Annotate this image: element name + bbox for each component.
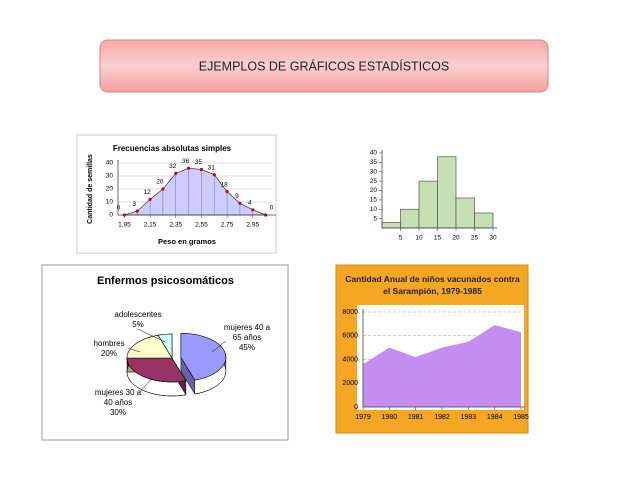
x-tick-label: 2,55: [195, 222, 208, 229]
y-tick-label: 40: [106, 160, 114, 167]
y-tick-label: 30: [106, 173, 114, 180]
slice-label: mujeres 30 a 40 años 30%: [93, 388, 143, 418]
bar: [418, 180, 438, 229]
x-tick-label: 2,95: [246, 222, 259, 229]
y-tick-label: 25: [370, 178, 378, 185]
x-tick-label: 10: [415, 235, 423, 242]
leader-line: [137, 328, 166, 343]
slice-value: 5%: [132, 320, 144, 329]
x-tick-label: 1984: [487, 414, 503, 421]
x-tick-label: 1980: [382, 414, 398, 421]
y-tick-label: 15: [370, 197, 378, 204]
bar: [474, 212, 494, 229]
x-tick-label: 5: [399, 235, 403, 242]
data-label: 32: [169, 163, 177, 170]
x-tick-label: 2,75: [221, 222, 234, 229]
slice: [180, 332, 227, 381]
bar: [455, 197, 475, 229]
data-label: 18: [220, 181, 228, 188]
slice: [157, 333, 173, 360]
slice: [126, 357, 187, 383]
slice-label: hombres 20%: [88, 339, 130, 359]
slice-label: adolescentes 5%: [108, 310, 168, 330]
x-tick-label: 20: [452, 235, 460, 242]
slide-title: EJEMPLOS DE GRÁFICOS ESTADÍSTICOS: [199, 58, 450, 73]
y-tick-label: 8000: [342, 309, 358, 316]
y-tick-label: 10: [106, 199, 114, 206]
x-tick-label: 1982: [434, 414, 450, 421]
slice-name: mujeres 30 a 40 años: [94, 388, 142, 407]
x-tick-label: 1985: [513, 414, 529, 421]
chart-title: Cantidad Anual de niños vacunados contra…: [345, 274, 520, 296]
point: [135, 209, 139, 213]
point: [199, 167, 204, 172]
data-label: 0: [270, 205, 274, 212]
y-tick-label: 30: [370, 168, 378, 175]
y-tick-label: 40: [370, 150, 378, 157]
point: [212, 173, 216, 177]
point: [251, 208, 255, 212]
slice-value: 20%: [100, 349, 117, 358]
bar: [381, 222, 401, 229]
slice-name: hombres: [93, 339, 125, 348]
data-label: 0: [117, 205, 121, 212]
leader-line: [139, 377, 153, 393]
slice-name: adolescentes: [114, 310, 162, 319]
y-tick-label: 0: [354, 404, 358, 411]
bar: [400, 208, 420, 229]
chart-title: Frecuencias absolutas simples: [113, 144, 232, 153]
x-tick-label: 1,95: [118, 222, 131, 229]
slice: [126, 334, 173, 359]
leader-line: [211, 340, 227, 353]
point: [225, 190, 229, 194]
leader-line: [127, 347, 141, 353]
area: [363, 325, 521, 407]
y-tick-label: 2000: [342, 380, 358, 387]
data-label: 12: [143, 189, 151, 196]
y-tick-label: 0: [109, 212, 113, 219]
data-label: 35: [195, 159, 203, 166]
title-banner: [99, 39, 549, 93]
point: [238, 201, 242, 205]
y-tick-label: 20: [370, 187, 378, 194]
slice-value: 45%: [238, 343, 255, 352]
x-axis-label: Peso en gramos: [158, 237, 216, 246]
point: [161, 187, 165, 191]
point: [174, 171, 178, 175]
x-tick-label: 25: [471, 235, 479, 242]
data-label: 20: [156, 179, 164, 186]
x-tick-label: 1983: [461, 414, 477, 421]
slice-name: mujeres 40 a 65 años: [223, 323, 271, 342]
y-tick-label: 5: [373, 215, 377, 222]
bar: [437, 156, 457, 229]
y-tick-label: 4000: [342, 356, 358, 363]
slice-value: 30%: [109, 408, 126, 417]
data-label: 31: [208, 164, 216, 171]
x-tick-label: 30: [489, 235, 497, 242]
x-tick-label: 2,15: [144, 222, 157, 229]
chart-title: Enfermos psicosomáticos: [97, 275, 234, 287]
y-tick-label: 10: [370, 206, 378, 213]
data-label: 4: [248, 200, 252, 207]
y-axis-label: Cantidad de semillas: [87, 154, 94, 224]
x-tick-label: 2,35: [169, 222, 182, 229]
x-tick-label: 15: [434, 235, 442, 242]
y-tick-label: 35: [370, 159, 378, 166]
y-tick-label: 6000: [342, 333, 358, 340]
y-tick-label: 20: [106, 186, 114, 193]
data-label: 3: [132, 201, 136, 208]
x-tick-label: 1979: [355, 414, 371, 421]
slice-label: mujeres 40 a 65 años 45%: [222, 323, 272, 353]
point: [186, 166, 191, 170]
data-label: 36: [182, 158, 190, 165]
data-label: 9: [235, 193, 239, 200]
point: [148, 197, 152, 201]
x-tick-label: 1981: [408, 414, 424, 421]
